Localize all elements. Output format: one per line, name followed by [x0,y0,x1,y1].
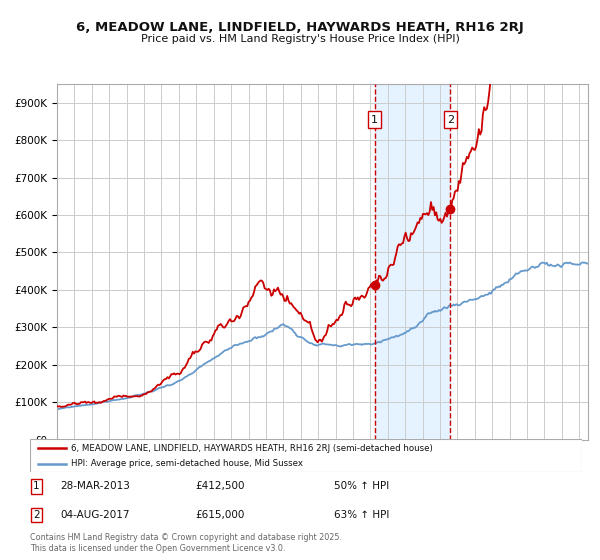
Text: £412,500: £412,500 [196,482,245,491]
FancyBboxPatch shape [30,439,582,472]
Text: 2: 2 [34,510,40,520]
Text: 6, MEADOW LANE, LINDFIELD, HAYWARDS HEATH, RH16 2RJ (semi-detached house): 6, MEADOW LANE, LINDFIELD, HAYWARDS HEAT… [71,444,433,452]
Text: Contains HM Land Registry data © Crown copyright and database right 2025.
This d: Contains HM Land Registry data © Crown c… [30,533,342,553]
Text: 63% ↑ HPI: 63% ↑ HPI [334,510,389,520]
Text: Price paid vs. HM Land Registry's House Price Index (HPI): Price paid vs. HM Land Registry's House … [140,34,460,44]
Text: 6, MEADOW LANE, LINDFIELD, HAYWARDS HEATH, RH16 2RJ: 6, MEADOW LANE, LINDFIELD, HAYWARDS HEAT… [76,21,524,34]
Text: 04-AUG-2017: 04-AUG-2017 [61,510,130,520]
Text: 1: 1 [371,115,378,124]
Text: 1: 1 [34,482,40,491]
Text: 28-MAR-2013: 28-MAR-2013 [61,482,130,491]
Text: £615,000: £615,000 [196,510,245,520]
Text: HPI: Average price, semi-detached house, Mid Sussex: HPI: Average price, semi-detached house,… [71,459,304,468]
Text: 2: 2 [447,115,454,124]
Text: 50% ↑ HPI: 50% ↑ HPI [334,482,389,491]
Bar [374,84,450,440]
